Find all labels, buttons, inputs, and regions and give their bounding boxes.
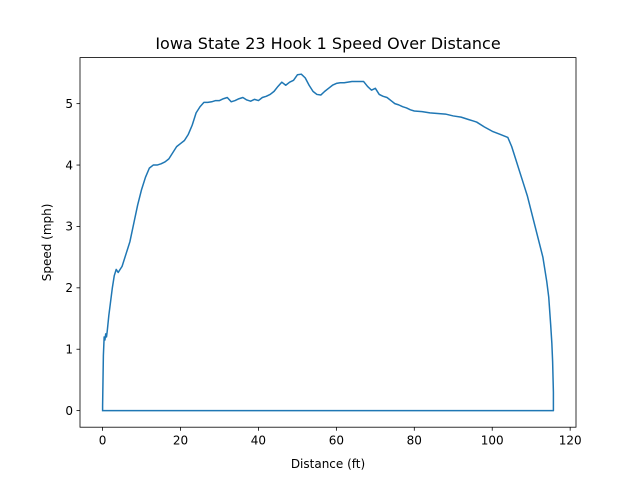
series-layer [101, 73, 555, 412]
x-tick-label: 0 [99, 434, 107, 448]
speed-series-line [101, 73, 555, 412]
x-tick-label: 120 [559, 434, 582, 448]
y-tick-label: 5 [65, 97, 73, 111]
y-tick-label: 3 [65, 220, 73, 234]
plot-area [80, 57, 576, 428]
x-tick-label: 80 [407, 434, 422, 448]
y-axis-label: Speed (mph) [40, 204, 54, 282]
x-tick-label: 40 [251, 434, 266, 448]
y-tick-label: 0 [65, 404, 73, 418]
x-tick-label: 100 [481, 434, 504, 448]
chart-title: Iowa State 23 Hook 1 Speed Over Distance [155, 34, 500, 53]
x-tick-label: 60 [329, 434, 344, 448]
y-tick-label: 4 [65, 158, 73, 172]
y-tick-label: 1 [65, 343, 73, 357]
x-axis-ticks: 0 20 40 60 80 100 120 [99, 427, 582, 448]
y-axis-ticks: 0 1 2 3 4 5 [65, 97, 80, 418]
x-tick-label: 20 [173, 434, 188, 448]
x-axis-label: Distance (ft) [291, 457, 365, 471]
y-tick-label: 2 [65, 281, 73, 295]
axes-frame [79, 57, 577, 428]
